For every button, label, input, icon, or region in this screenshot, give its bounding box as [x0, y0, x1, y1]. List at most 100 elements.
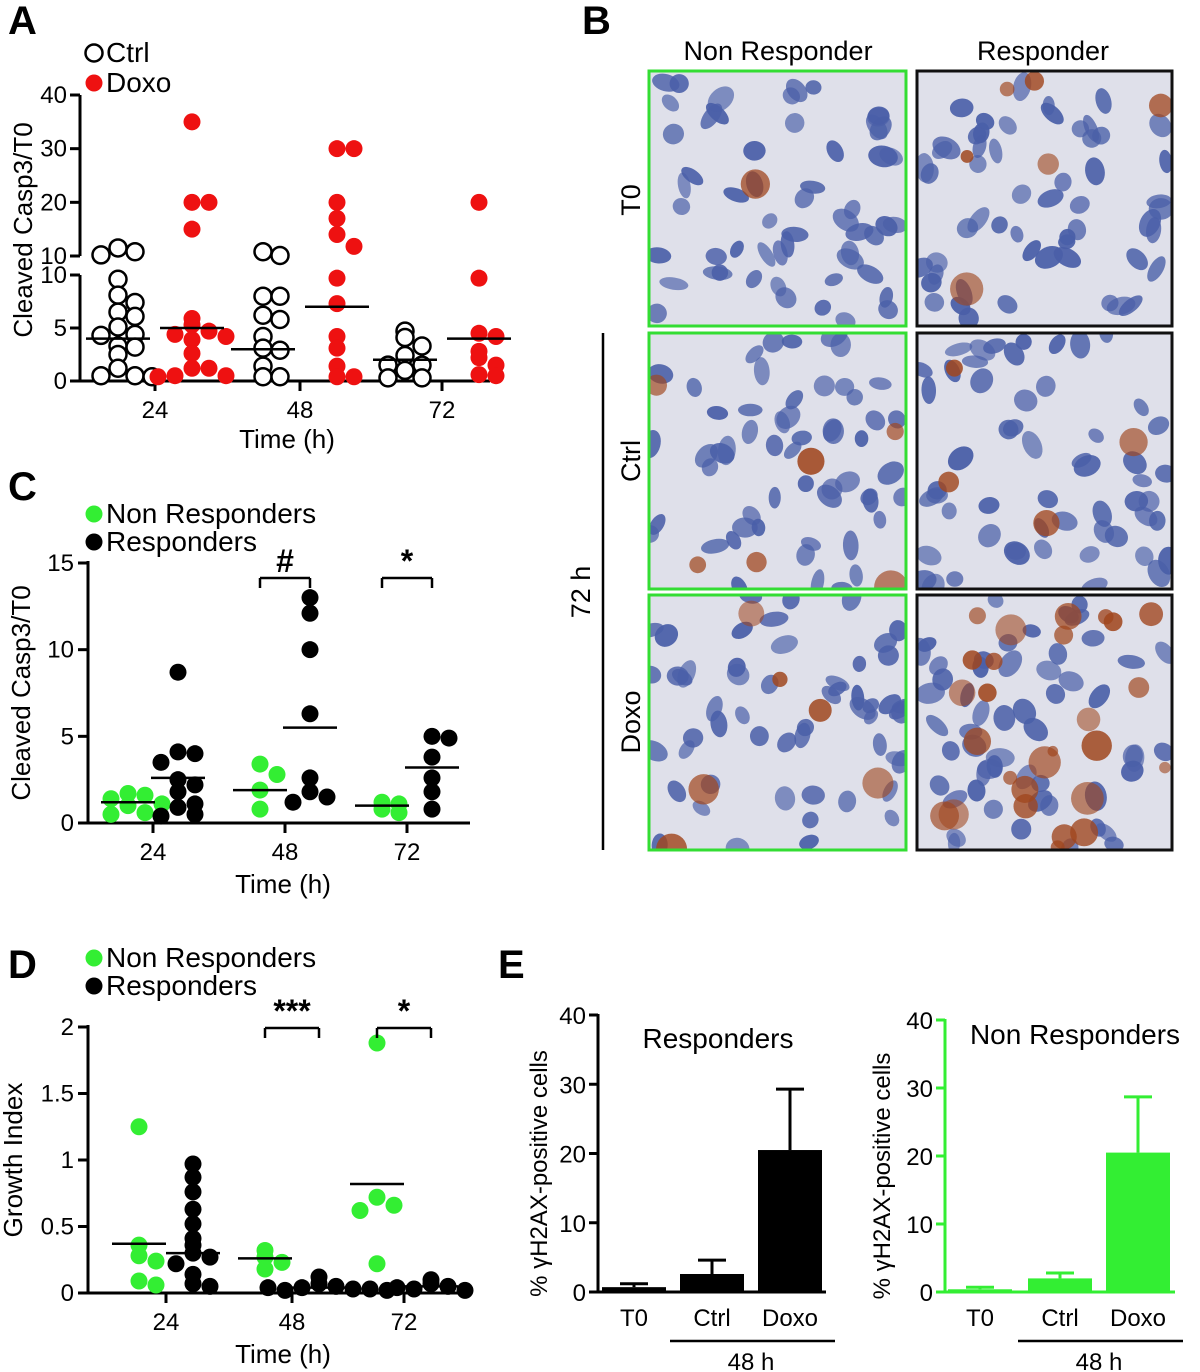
- micrograph-frame: [915, 69, 1174, 328]
- data-point-doxo: [345, 140, 363, 158]
- data-point-doxo: [328, 295, 346, 313]
- data-point-responders: [327, 1277, 345, 1295]
- apoptotic-stain: [1119, 427, 1148, 457]
- data-point-responders: [301, 769, 319, 787]
- apoptotic-stain: [746, 551, 767, 573]
- apoptotic-stain: [808, 698, 832, 722]
- data-point-responders: [201, 1248, 219, 1266]
- nucleus: [743, 141, 766, 161]
- data-point-non-responders: [119, 797, 137, 815]
- chart-e-non-responders: 0 10 20 30 40 % γH2AX-positive cells Non Respo…: [869, 1008, 1183, 1372]
- nucleus: [985, 748, 1015, 768]
- column-header-responder: Responder: [977, 36, 1109, 66]
- nucleus: [929, 656, 948, 676]
- nucleus: [1059, 228, 1076, 246]
- y-tick-label: 10: [906, 1212, 933, 1239]
- nucleus: [983, 799, 1003, 819]
- nucleus: [826, 140, 844, 163]
- data-point-responders: [301, 604, 319, 622]
- nucleus: [843, 199, 861, 220]
- nucleus: [849, 564, 863, 587]
- apoptotic-stain: [1003, 770, 1018, 785]
- apoptotic-stain: [1159, 761, 1171, 774]
- group-label-72h: 72 h: [566, 566, 596, 619]
- data-point-doxo: [470, 193, 488, 211]
- nucleus: [1147, 416, 1170, 436]
- group-label: 48 h: [728, 1349, 775, 1372]
- bar-ctrl: [1028, 1278, 1092, 1292]
- data-point-responders: [186, 805, 204, 823]
- nucleus: [997, 295, 1018, 314]
- nucleus: [821, 685, 842, 705]
- nucleus: [1005, 542, 1027, 560]
- data-point-ctrl: [108, 317, 128, 337]
- nucleus: [1148, 198, 1172, 220]
- nucleus: [877, 461, 904, 485]
- x-tick-label: T0: [966, 1305, 994, 1332]
- nucleus: [1147, 256, 1166, 282]
- apoptotic-stain: [995, 614, 1027, 646]
- nucleus: [972, 135, 987, 159]
- data-point-ctrl: [108, 285, 128, 305]
- data-point-responders: [301, 641, 319, 659]
- apoptotic-stain: [738, 600, 765, 627]
- data-point-ctrl: [91, 365, 111, 386]
- data-point-non-responders: [102, 805, 120, 823]
- data-point-non-responders: [251, 755, 269, 773]
- legend-label-responders: Responders: [106, 970, 257, 1001]
- nucleus: [717, 435, 736, 466]
- data-point-ctrl: [412, 336, 432, 356]
- nucleus: [879, 286, 894, 308]
- nucleus: [711, 264, 729, 281]
- nucleus: [1133, 398, 1149, 417]
- nucleus: [884, 809, 900, 827]
- nucleus: [777, 732, 797, 753]
- nucleus: [784, 113, 805, 133]
- data-point-ctrl: [395, 327, 415, 348]
- data-point-doxo: [328, 140, 346, 158]
- micrograph-frame: [915, 331, 1174, 591]
- data-point-responders: [169, 771, 187, 789]
- data-point-doxo: [328, 339, 346, 357]
- chart-c: 0 5 10 15 24 48 72 Time (h) Cleaved Casp3/T0 Non …: [6, 498, 470, 899]
- nucleus: [796, 544, 815, 566]
- nucleus: [1149, 113, 1172, 138]
- nucleus: [978, 497, 1000, 514]
- data-point-ctrl: [270, 286, 290, 306]
- nucleus: [854, 430, 869, 447]
- nucleus: [1042, 95, 1055, 116]
- nucleus: [762, 213, 778, 229]
- data-point-doxo: [217, 327, 235, 345]
- nucleus: [1011, 818, 1032, 840]
- x-tick-label: Doxo: [1110, 1305, 1166, 1332]
- nucleus: [1003, 342, 1025, 366]
- data-point-doxo: [328, 269, 346, 287]
- data-point-ctrl: [270, 245, 290, 266]
- nucleus: [987, 595, 1004, 608]
- legend-label-responders: Responders: [106, 526, 257, 557]
- nucleus: [1117, 654, 1145, 669]
- nucleus: [991, 216, 1008, 234]
- data-point-responders: [284, 793, 302, 811]
- bar-ctrl: [680, 1273, 744, 1292]
- y-tick-label: 20: [559, 1142, 586, 1169]
- data-point-responders: [184, 1155, 202, 1173]
- x-tick-label: 72: [429, 397, 456, 424]
- data-point-responders: [184, 1183, 202, 1201]
- data-point-doxo: [328, 327, 346, 345]
- nucleus: [1036, 375, 1056, 397]
- nucleus: [799, 834, 819, 850]
- x-tick-label: 24: [153, 1309, 180, 1336]
- data-point-ctrl: [108, 358, 128, 379]
- nucleus: [917, 362, 933, 378]
- apoptotic-stain: [1139, 602, 1164, 627]
- y-tick-label: 30: [559, 1072, 586, 1099]
- nucleus: [998, 419, 1019, 440]
- nucleus: [727, 657, 746, 677]
- data-point-non-responders: [268, 765, 286, 783]
- nucleus: [1073, 454, 1101, 477]
- data-point-ctrl: [395, 360, 415, 381]
- nucleus: [797, 475, 814, 493]
- apoptotic-stain: [938, 471, 960, 493]
- data-point-non-responders: [153, 795, 171, 813]
